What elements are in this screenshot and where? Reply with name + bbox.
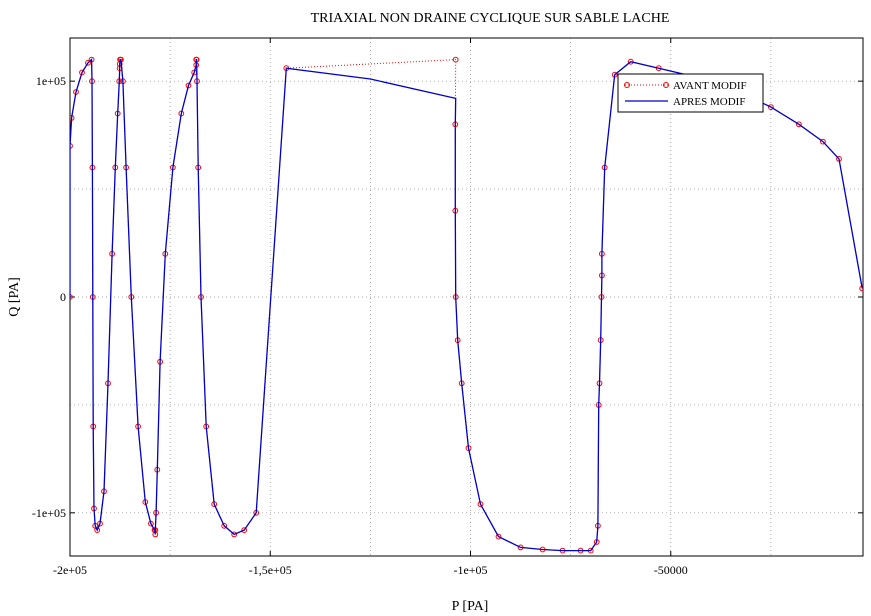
series-avant-point xyxy=(70,143,73,149)
legend-apres-label: APRES MODIF xyxy=(673,96,745,108)
legend-avant-label: AVANT MODIF xyxy=(673,80,747,92)
series-avant-point xyxy=(85,59,91,66)
y-axis-ticks: -1e+05 0 1e+05 xyxy=(32,74,863,520)
series-avant-point xyxy=(820,138,826,145)
series-avant-point xyxy=(94,527,101,533)
series-apres-line xyxy=(70,58,863,552)
series-avant-point xyxy=(495,533,502,540)
chart-title: TRIAXIAL NON DRAINE CYCLIQUE SUR SABLE L… xyxy=(311,11,670,26)
x-tick-label: -2e+05 xyxy=(53,563,87,577)
series-avant-point xyxy=(241,527,248,533)
x-axis-label: P [PA] xyxy=(452,599,489,614)
series-avant-point xyxy=(70,294,73,300)
x-tick-label: -1,5e+05 xyxy=(249,563,292,577)
series-layer xyxy=(70,56,863,554)
legend-box xyxy=(617,73,764,113)
series-avant-point xyxy=(79,69,85,76)
y-tick-label: 1e+05 xyxy=(36,74,66,88)
y-axis-label: Q [PA] xyxy=(7,277,22,317)
x-axis-ticks: -2e+05 -1,5e+05 -1e+05 -50000 xyxy=(53,38,688,577)
grid-lines xyxy=(70,38,863,556)
series-avant-point xyxy=(452,56,459,63)
x-tick-label: -1e+05 xyxy=(453,563,487,577)
series-avant-point xyxy=(768,104,774,110)
series-avant-point xyxy=(231,531,238,538)
y-tick-label: 0 xyxy=(60,290,66,304)
series-avant-line xyxy=(70,58,863,552)
legend: AVANT MODIF APRES MODIF xyxy=(617,73,764,113)
series-avant-point xyxy=(796,121,802,128)
series-avant-point xyxy=(221,522,228,529)
y-tick-label: -1e+05 xyxy=(32,506,66,520)
legend-avant-marker-2 xyxy=(663,82,669,88)
x-tick-label: -50000 xyxy=(654,563,688,577)
legend-avant-marker xyxy=(624,82,630,88)
